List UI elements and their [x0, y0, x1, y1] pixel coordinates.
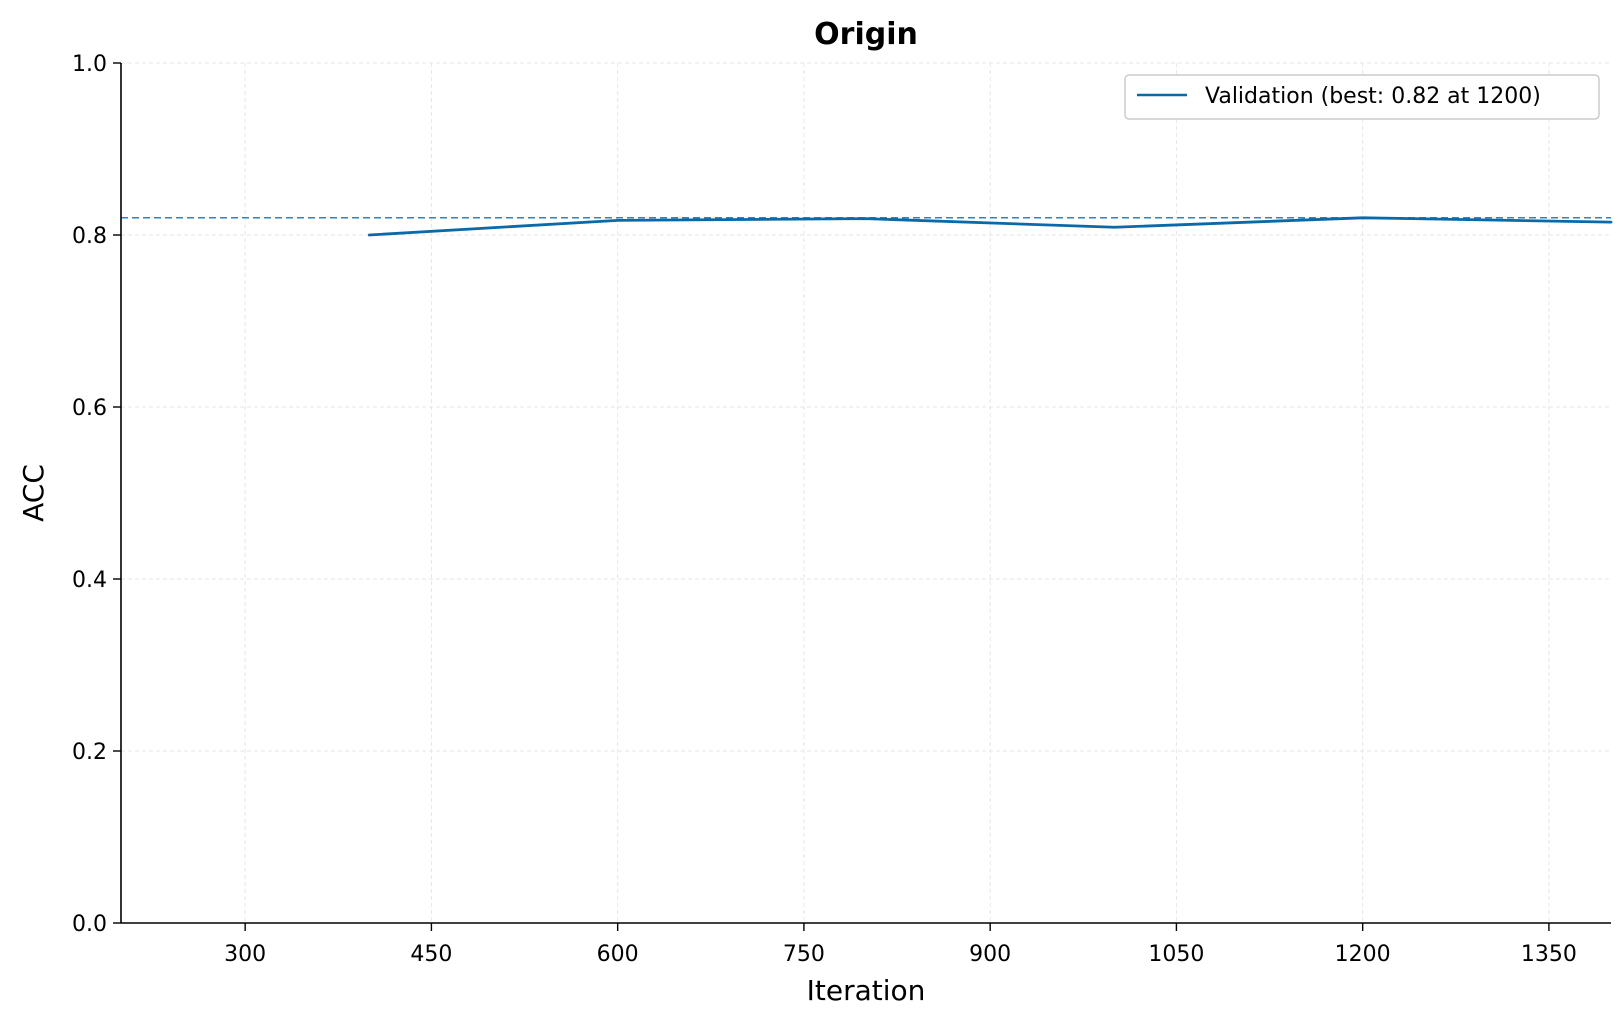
y-axis-label: ACC [17, 464, 50, 522]
legend: Validation (best: 0.82 at 1200) [1124, 74, 1600, 120]
y-tick-label: 1.0 [72, 52, 107, 77]
x-tick-label: 600 [597, 942, 639, 967]
y-tick-label: 0.6 [72, 396, 107, 421]
x-tick-label: 450 [410, 942, 452, 967]
axes [120, 63, 1611, 924]
legend-box [1124, 74, 1600, 120]
x-tick-label: 300 [224, 942, 266, 967]
x-tick-label: 1050 [1148, 942, 1204, 967]
series-line-validation [367, 216, 1613, 237]
grid [121, 62, 1611, 924]
legend-label: Validation (best: 0.82 at 1200) [1205, 84, 1541, 109]
series-layer [367, 216, 1613, 237]
y-tick-label: 0.8 [72, 224, 107, 249]
x-tick-label: 750 [783, 942, 825, 967]
x-tick-label: 1350 [1521, 942, 1577, 967]
x-tick-label: 900 [969, 942, 1011, 967]
x-tick-label: 1200 [1335, 942, 1391, 967]
ticks: 300 450 600 750 900 1050 1200 1350 0.0 0.2 0.4 0.6 0… [72, 52, 1577, 967]
chart-title: Origin [814, 17, 918, 52]
y-tick-label: 0.2 [72, 740, 107, 765]
y-tick-label: 0.0 [72, 912, 107, 937]
x-axis-label: Iteration [807, 974, 926, 1007]
y-tick-label: 0.4 [72, 568, 107, 593]
